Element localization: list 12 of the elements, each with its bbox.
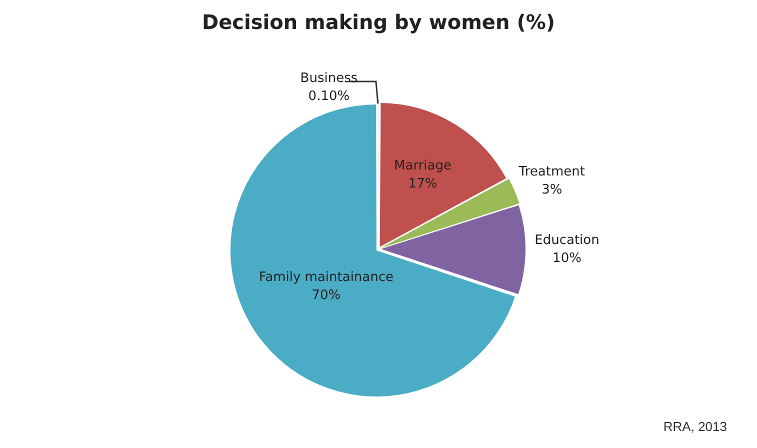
chart-title: Decision making by women (%) <box>200 10 556 34</box>
text: RRA, 2013 <box>663 419 727 434</box>
slice-label: Education <box>534 233 600 248</box>
data-label: 70% <box>312 288 341 304</box>
slice-label: Business <box>300 70 358 86</box>
data-label: 17% <box>408 176 438 192</box>
slice-label: Treatment <box>518 164 585 180</box>
slice-label: Family maintainance <box>258 270 394 286</box>
slice-label: Marriage <box>394 158 452 174</box>
data-label: 0.10% <box>308 88 350 104</box>
data-label: 3% <box>542 182 562 198</box>
data-label: 10% <box>552 251 582 266</box>
